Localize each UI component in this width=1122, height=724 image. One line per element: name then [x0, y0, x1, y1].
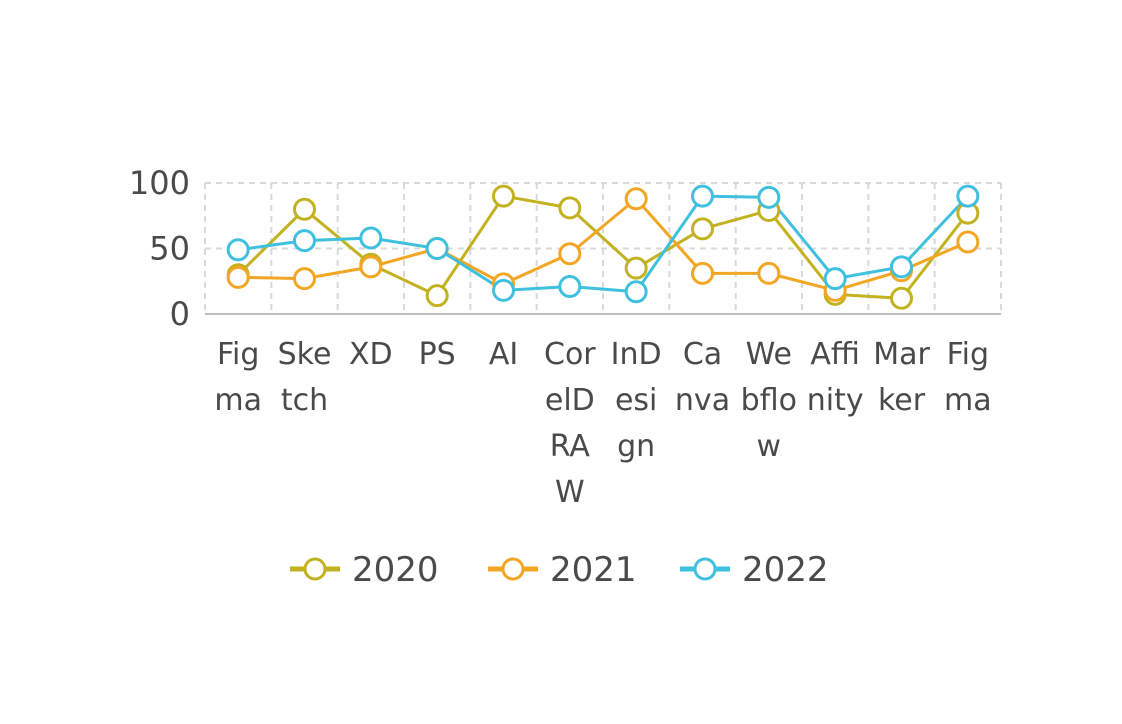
x-tick-label: We bflo w — [741, 337, 797, 464]
data-point-2022[interactable] — [624, 280, 648, 304]
x-tick-label: InD esi gn — [611, 337, 662, 464]
x-tick-label: XD — [349, 337, 393, 372]
x-tick-label: Mar ker — [873, 337, 930, 418]
data-point-2020[interactable] — [558, 196, 582, 220]
data-point-2020[interactable] — [293, 197, 316, 221]
data-point-2022[interactable] — [492, 278, 515, 302]
x-tick-label: AI — [489, 337, 518, 372]
x-tick-label: Ske tch — [278, 337, 332, 418]
data-point-2021[interactable] — [359, 255, 383, 279]
legend-label: 2021 — [550, 550, 637, 590]
legend: 2020 2021 2022 — [290, 550, 829, 590]
x-tick-label: Affi nity — [807, 337, 864, 418]
data-point-2022[interactable] — [359, 226, 383, 250]
data-point-2021[interactable] — [624, 187, 648, 211]
series-group — [226, 184, 980, 310]
data-point-2022[interactable] — [823, 267, 847, 291]
data-point-2020[interactable] — [425, 284, 449, 308]
data-point-2022[interactable] — [956, 184, 980, 208]
data-point-2022[interactable] — [226, 238, 250, 262]
data-point-2022[interactable] — [691, 184, 714, 208]
legend-marker — [303, 557, 327, 581]
data-point-2022[interactable] — [890, 255, 913, 279]
data-point-2022[interactable] — [293, 229, 316, 253]
y-tick-label: 50 — [149, 230, 190, 268]
y-tick-label: 0 — [170, 295, 190, 333]
y-tick-label: 100 — [129, 164, 190, 202]
data-point-2022[interactable] — [757, 185, 781, 209]
legend-item-2020[interactable]: 2020 — [290, 550, 439, 590]
x-tick-label: PS — [419, 337, 456, 372]
legend-item-2021[interactable]: 2021 — [488, 550, 637, 590]
x-tick-label: Ca nva — [675, 337, 730, 418]
data-point-2020[interactable] — [890, 286, 913, 310]
legend-marker — [501, 557, 525, 581]
chart-grid — [204, 182, 1002, 315]
data-point-2021[interactable] — [293, 267, 316, 291]
data-point-2021[interactable] — [226, 265, 250, 289]
data-point-2021[interactable] — [956, 230, 980, 254]
data-point-2022[interactable] — [558, 274, 582, 298]
data-point-2021[interactable] — [757, 261, 781, 285]
legend-marker — [693, 557, 717, 581]
x-axis: Fig ma Ske tch XD PS AI Cor elD RA W InD esi gn Ca nvaW… — [214, 337, 991, 510]
data-point-2020[interactable] — [624, 256, 648, 280]
y-axis: 0 50 100 — [129, 164, 190, 333]
legend-label: 2020 — [352, 550, 439, 590]
data-point-2021[interactable] — [558, 242, 582, 266]
data-point-2020[interactable] — [691, 217, 714, 241]
data-point-2022[interactable] — [425, 237, 449, 260]
x-tick-label: Fig ma — [944, 337, 992, 418]
x-tick-label: Fig ma — [214, 337, 262, 418]
legend-label: 2022 — [742, 550, 829, 590]
data-point-2020[interactable] — [492, 184, 515, 208]
data-point-2021[interactable] — [691, 261, 714, 285]
x-tick-label: Cor elD RA W — [544, 337, 596, 510]
legend-item-2022[interactable]: 2022 — [680, 550, 829, 590]
